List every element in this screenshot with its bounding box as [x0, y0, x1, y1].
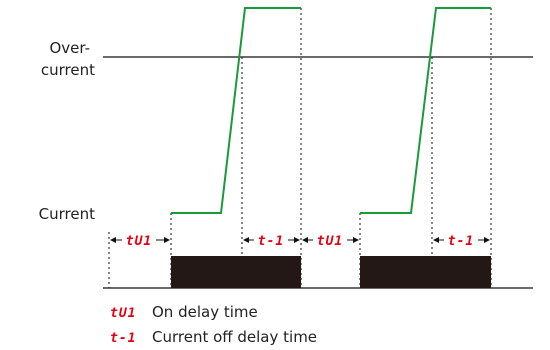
- current-trace-2: [360, 7, 491, 214]
- interval-arrows: [110, 237, 490, 243]
- arrowhead-right: [353, 237, 359, 243]
- output-bar-2: [360, 256, 491, 288]
- legend-on-delay-text: On delay time: [152, 303, 258, 321]
- legend-off-delay-code: t-1: [110, 331, 136, 346]
- arrowhead-left: [243, 237, 249, 243]
- legend-off-delay-text: Current off delay time: [152, 328, 317, 346]
- overcurrent-label-line2: current: [41, 61, 95, 79]
- arrowhead-right: [484, 237, 490, 243]
- arrowhead-right: [164, 237, 170, 243]
- legend-on-delay-code: tU1: [110, 306, 136, 321]
- legend: tU1 On delay time t-1 Current off delay …: [110, 303, 317, 346]
- dotted-guides: [108, 8, 492, 288]
- on-delay-marker-2: tU1: [317, 234, 343, 249]
- arrowhead-left: [110, 237, 116, 243]
- arrowhead-left: [302, 237, 308, 243]
- arrowhead-left: [433, 237, 439, 243]
- current-trace-1: [171, 7, 301, 214]
- off-delay-marker-1: t-1: [258, 234, 284, 249]
- current-label: Current: [39, 205, 95, 223]
- output-bar-1: [171, 256, 301, 288]
- arrowhead-right: [294, 237, 300, 243]
- on-delay-marker-1: tU1: [126, 234, 152, 249]
- overcurrent-label-line1: Over-: [49, 39, 90, 57]
- off-delay-marker-2: t-1: [448, 234, 474, 249]
